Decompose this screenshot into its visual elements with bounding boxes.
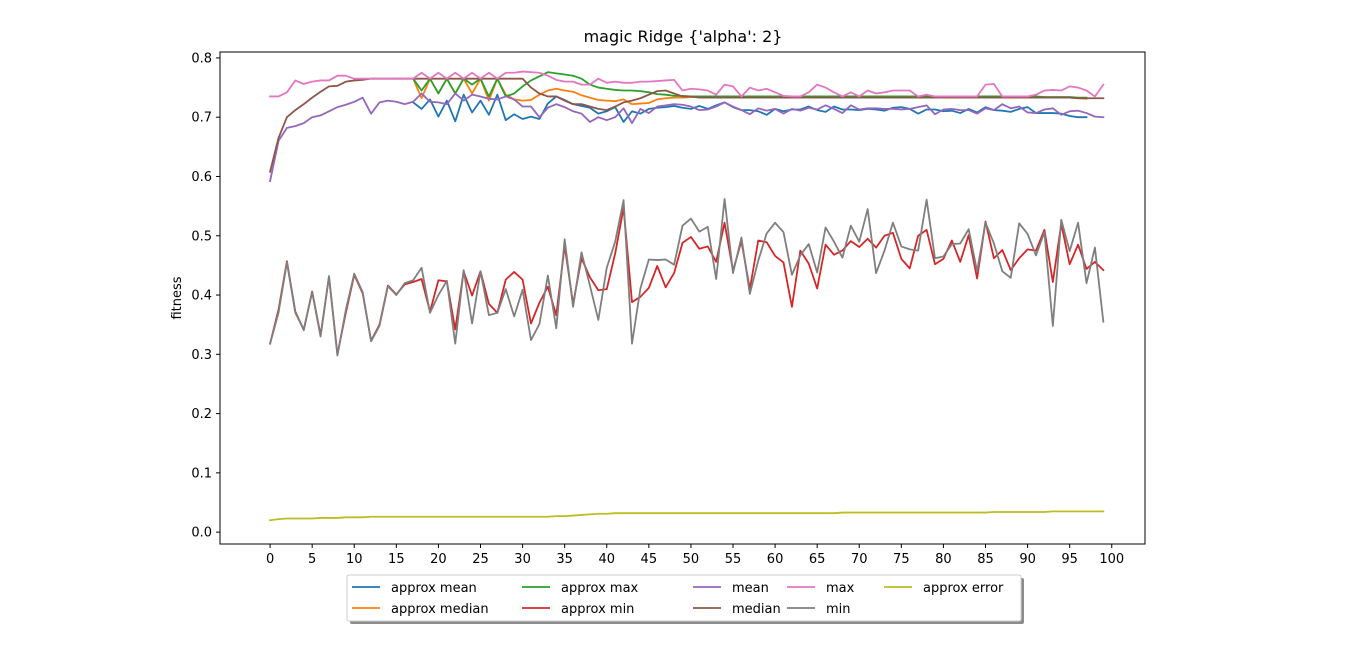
legend-label: min	[826, 602, 851, 617]
y-tick-label: 0.5	[191, 229, 212, 244]
x-tick-label: 65	[809, 552, 826, 567]
legend: approx mean approx median approx max approx…	[346, 574, 1024, 624]
legend-label: approx mean	[391, 581, 477, 596]
x-tick-label: 5	[308, 552, 316, 567]
x-tick-label: 80	[935, 552, 952, 567]
y-tick-label: 0.7	[191, 111, 212, 126]
legend-label: approx max	[561, 581, 639, 596]
x-tick-label: 70	[851, 552, 868, 567]
x-tick-label: 35	[556, 552, 573, 567]
x-tick-label: 60	[767, 552, 784, 567]
series-line-approx-mean	[411, 93, 1088, 123]
x-tick-label: 0	[266, 552, 274, 567]
x-tick-label: 25	[472, 552, 489, 567]
y-tick-label: 0.1	[191, 466, 212, 481]
y-tick-label: 0.0	[191, 526, 212, 541]
legend-label: max	[826, 581, 855, 596]
x-tick-label: 95	[1061, 552, 1078, 567]
x-tick-label: 85	[977, 552, 994, 567]
x-tick-label: 15	[388, 552, 405, 567]
x-axis: 0 5 10 15 20 25 30 35 40 45 50 55 60 65 70 75 80 85 90 95 10…	[266, 544, 1124, 567]
legend-frame	[346, 574, 1022, 622]
x-tick-label: 100	[1099, 552, 1124, 567]
legend-label: mean	[732, 581, 769, 596]
series-line-max	[269, 70, 1105, 98]
y-axis: 0.0 0.1 0.2 0.3 0.4 0.5 0.6 0.7 0.8	[191, 51, 220, 541]
x-tick-label: 55	[725, 552, 742, 567]
series-line-min	[268, 198, 1105, 357]
legend-label: approx median	[391, 602, 489, 617]
series-line-approx-min	[268, 206, 1105, 356]
legend-label: approx error	[923, 581, 1004, 596]
plot-area	[268, 70, 1105, 522]
x-tick-label: 45	[641, 552, 658, 567]
series-line-approx-error	[269, 510, 1105, 522]
series-line-mean	[269, 92, 1105, 183]
legend-label: approx min	[561, 602, 634, 617]
x-tick-label: 40	[598, 552, 615, 567]
legend-label: median	[732, 602, 781, 617]
y-tick-label: 0.3	[191, 348, 212, 363]
y-axis-label: fitness	[170, 276, 185, 319]
y-tick-label: 0.2	[191, 407, 212, 422]
x-tick-label: 90	[1019, 552, 1036, 567]
x-tick-label: 75	[893, 552, 910, 567]
y-tick-label: 0.4	[191, 289, 212, 304]
y-tick-label: 0.6	[191, 170, 212, 185]
y-tick-label: 0.8	[191, 51, 212, 66]
plot-frame	[219, 51, 1146, 545]
x-tick-label: 10	[346, 552, 363, 567]
chart-title: magic Ridge {'alpha': 2}	[584, 27, 783, 46]
x-tick-label: 20	[430, 552, 447, 567]
x-tick-label: 50	[683, 552, 700, 567]
x-tick-label: 30	[514, 552, 531, 567]
